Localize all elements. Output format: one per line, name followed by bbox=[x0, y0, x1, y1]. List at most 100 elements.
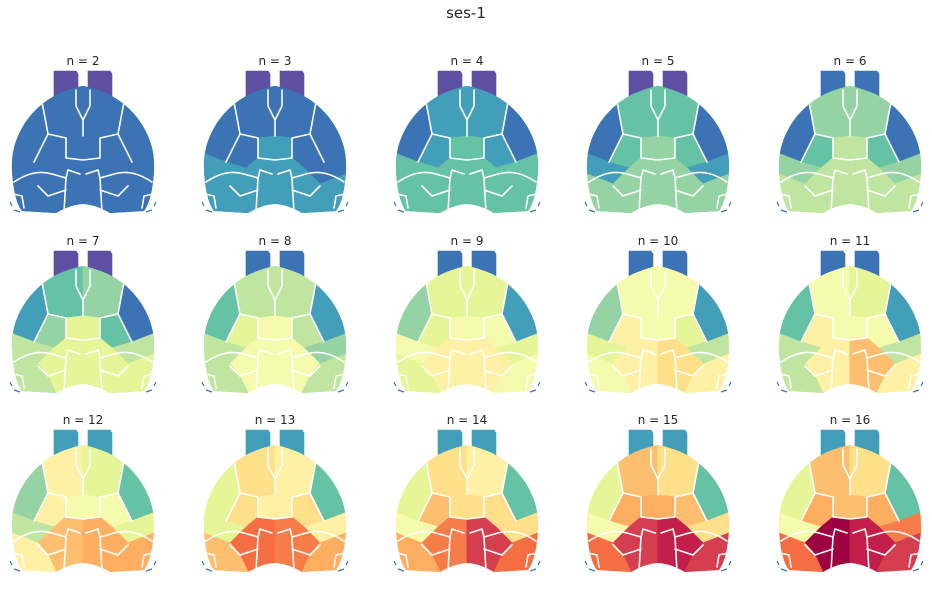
cortex-region bbox=[425, 266, 468, 319]
cortex-region bbox=[82, 266, 125, 319]
panel-title: n = 4 bbox=[450, 54, 484, 68]
region-boundary bbox=[255, 536, 259, 572]
cortex-region bbox=[808, 445, 851, 498]
region-boundary bbox=[612, 544, 642, 556]
edge-marks bbox=[201, 560, 349, 572]
region-boundary bbox=[483, 365, 513, 377]
brain-map-panel: n = 8 bbox=[195, 234, 355, 404]
cortex-region bbox=[808, 266, 851, 319]
region-boundary bbox=[674, 536, 678, 572]
region-boundary bbox=[866, 177, 870, 213]
brain-map-panel: n = 3 bbox=[195, 54, 355, 224]
cortex-regions bbox=[11, 266, 155, 393]
region-boundary bbox=[716, 373, 729, 389]
region-boundary bbox=[13, 349, 81, 363]
panel-title: n = 16 bbox=[829, 413, 871, 427]
brain-map bbox=[9, 250, 157, 393]
cortex-region bbox=[41, 86, 84, 139]
edge-marks bbox=[393, 201, 541, 213]
region-boundary bbox=[417, 281, 433, 343]
edge-marks bbox=[776, 381, 924, 393]
edge-marks bbox=[584, 560, 732, 572]
region-boundary bbox=[608, 101, 624, 163]
region-boundary bbox=[277, 349, 345, 363]
cortex-region bbox=[657, 445, 700, 498]
region-boundary bbox=[37, 365, 67, 377]
cortex-region bbox=[257, 315, 293, 341]
cortex-region bbox=[449, 494, 485, 520]
region-boundary bbox=[85, 349, 153, 363]
brain-map bbox=[393, 250, 541, 393]
cortex-region bbox=[616, 266, 659, 319]
panel-title: n = 5 bbox=[641, 54, 675, 68]
region-boundary bbox=[469, 528, 537, 542]
panel-title: n = 11 bbox=[829, 234, 871, 248]
edge-marks bbox=[9, 201, 157, 213]
region-boundary bbox=[333, 373, 346, 389]
region-boundary bbox=[417, 101, 433, 163]
brain-map-panel: n = 13 bbox=[195, 413, 355, 583]
region-boundary bbox=[525, 552, 538, 568]
cortex-region bbox=[640, 135, 676, 161]
region-boundary bbox=[622, 133, 694, 161]
cortex-region bbox=[82, 445, 125, 498]
region-boundary bbox=[33, 101, 49, 163]
cortex-region bbox=[82, 86, 125, 139]
region-boundary bbox=[866, 185, 896, 197]
cortex-region bbox=[832, 135, 868, 161]
cortex-regions bbox=[778, 266, 922, 393]
region-boundary bbox=[483, 177, 487, 213]
brain-map bbox=[776, 429, 924, 572]
region-boundary bbox=[469, 169, 537, 183]
region-boundary bbox=[63, 177, 67, 213]
panel-title: n = 2 bbox=[66, 54, 100, 68]
region-boundary bbox=[483, 357, 487, 393]
region-boundary bbox=[674, 365, 704, 377]
region-boundary bbox=[205, 528, 273, 542]
region-boundary bbox=[588, 528, 656, 542]
edge-marks bbox=[776, 201, 924, 213]
cortex-region bbox=[449, 315, 485, 341]
region-boundary bbox=[225, 281, 241, 343]
cortex-region bbox=[274, 266, 317, 319]
region-boundary bbox=[12, 193, 25, 209]
cortex-region bbox=[449, 135, 485, 161]
region-boundary bbox=[830, 536, 834, 572]
region-boundary bbox=[397, 528, 465, 542]
region-boundary bbox=[141, 373, 154, 389]
brain-map bbox=[201, 429, 349, 572]
region-boundary bbox=[674, 544, 704, 556]
region-boundary bbox=[277, 528, 345, 542]
region-boundary bbox=[85, 169, 153, 183]
panel-title: n = 15 bbox=[637, 413, 679, 427]
region-boundary bbox=[780, 169, 848, 183]
region-boundary bbox=[239, 492, 311, 520]
region-boundary bbox=[779, 373, 792, 389]
region-boundary bbox=[204, 193, 217, 209]
cortex-region bbox=[274, 86, 317, 139]
cortex-region bbox=[274, 445, 317, 498]
region-boundary bbox=[638, 177, 642, 213]
region-boundary bbox=[396, 373, 409, 389]
region-boundary bbox=[37, 544, 67, 556]
region-boundary bbox=[333, 552, 346, 568]
region-boundary bbox=[291, 177, 295, 213]
edge-marks bbox=[584, 381, 732, 393]
region-boundary bbox=[716, 193, 729, 209]
region-boundary bbox=[692, 281, 708, 343]
cortex-region bbox=[640, 494, 676, 520]
region-boundary bbox=[852, 169, 920, 183]
edge-marks bbox=[776, 560, 924, 572]
cortex-regions bbox=[11, 86, 155, 213]
region-boundary bbox=[660, 349, 728, 363]
region-boundary bbox=[99, 365, 129, 377]
cortex-region bbox=[65, 135, 101, 161]
region-boundary bbox=[291, 536, 295, 572]
region-boundary bbox=[417, 460, 433, 522]
cortex-regions bbox=[778, 86, 922, 213]
brain-map-panel: n = 7 bbox=[3, 234, 163, 404]
panel-title: n = 7 bbox=[66, 234, 100, 248]
panel-title: n = 13 bbox=[254, 413, 296, 427]
cortex-region bbox=[849, 266, 892, 319]
cortex-regions bbox=[11, 445, 155, 572]
